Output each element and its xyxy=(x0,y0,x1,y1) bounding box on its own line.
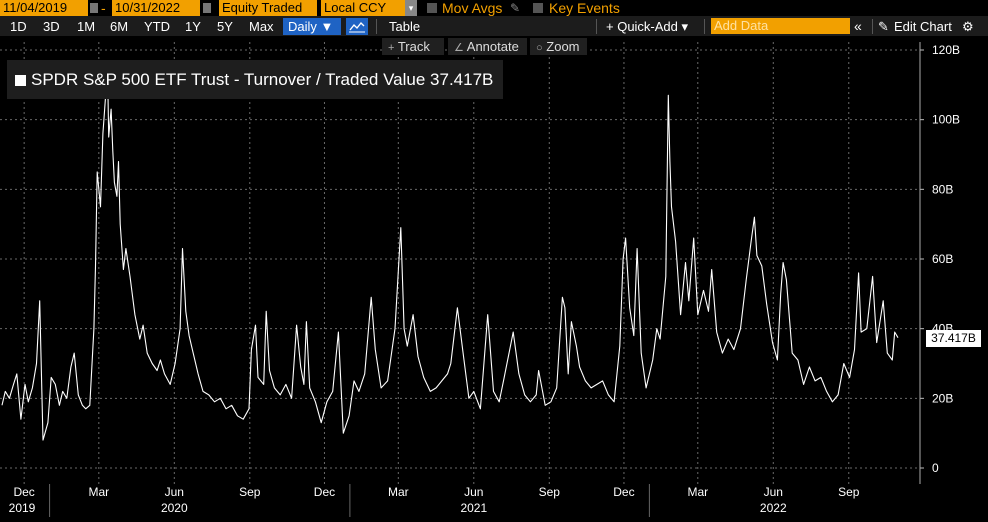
gear-icon[interactable]: ⚙ xyxy=(962,19,974,34)
x-tick-label: Mar xyxy=(88,485,109,499)
key-events-checkbox[interactable] xyxy=(533,3,543,13)
chart-title: SPDR S&P 500 ETF Trust - Turnover / Trad… xyxy=(31,70,494,89)
toolbar-divider xyxy=(872,19,873,34)
range-5y-button[interactable]: 5Y xyxy=(217,19,233,34)
x-tick-label: Jun xyxy=(165,485,184,499)
year-label: 2022 xyxy=(760,501,787,515)
edit-chart-button[interactable]: Edit Chart xyxy=(894,19,952,34)
y-tick-label: 100B xyxy=(932,113,960,127)
quick-add-button[interactable]: + Quick-Add ▾ xyxy=(606,19,689,34)
y-tick-label: 0 xyxy=(932,461,939,475)
annotate-label: Annotate xyxy=(466,39,519,54)
x-tick-label: Dec xyxy=(613,485,634,499)
range-1d-button[interactable]: 1D xyxy=(10,19,27,34)
range-toolbar: 1D 3D 1M 6M YTD 1Y 5Y Max Daily ▼ Table … xyxy=(0,16,988,36)
x-tick-label: Mar xyxy=(388,485,409,499)
x-tick-label: Sep xyxy=(838,485,860,499)
mov-avgs-label[interactable]: Mov Avgs xyxy=(442,0,503,16)
add-data-input[interactable]: Add Data xyxy=(711,18,850,34)
toolbar-divider xyxy=(704,19,705,34)
legend-swatch xyxy=(15,75,26,86)
edit-chart-pencil-icon[interactable]: ✎ xyxy=(878,19,889,34)
y-tick-label: 80B xyxy=(932,182,953,196)
annotate-icon: ∠ xyxy=(454,42,464,54)
x-tick-label: Sep xyxy=(539,485,561,499)
range-max-button[interactable]: Max xyxy=(249,19,274,34)
mov-avgs-checkbox[interactable] xyxy=(427,3,437,13)
currency-select[interactable]: Local CCY xyxy=(321,0,405,16)
calendar-start-icon[interactable] xyxy=(90,3,98,13)
pencil-icon[interactable]: ✎ xyxy=(510,1,521,15)
end-date-input[interactable]: 10/31/2022 xyxy=(112,0,200,16)
range-3d-button[interactable]: 3D xyxy=(43,19,60,34)
x-tick-label: Dec xyxy=(314,485,335,499)
zoom-tool[interactable]: ○ Zoom xyxy=(530,38,587,55)
annotate-tool[interactable]: ∠ Annotate xyxy=(448,38,527,55)
chart-legend[interactable]: SPDR S&P 500 ETF Trust - Turnover / Trad… xyxy=(7,60,504,99)
x-tick-label: Sep xyxy=(239,485,261,499)
y-tick-label: 60B xyxy=(932,252,953,266)
track-tool[interactable]: + Track xyxy=(382,38,444,55)
calendar-end-icon[interactable] xyxy=(203,3,211,13)
y-tick-label: 20B xyxy=(932,391,953,405)
x-tick-label: Jun xyxy=(464,485,483,499)
key-events-label[interactable]: Key Events xyxy=(549,0,620,16)
year-label: 2020 xyxy=(161,501,188,515)
range-1y-button[interactable]: 1Y xyxy=(185,19,201,34)
zoom-label: Zoom xyxy=(546,39,580,54)
x-tick-label: Mar xyxy=(687,485,708,499)
toolbar-divider xyxy=(596,19,597,34)
crosshair-icon: + xyxy=(388,42,395,54)
field-select[interactable]: Equity Traded xyxy=(219,0,317,16)
series-line xyxy=(1,84,899,441)
toolbar-top: 11/04/2019 - 10/31/2022 Equity Traded Lo… xyxy=(0,0,988,16)
chevron-down-icon[interactable]: ▾ xyxy=(405,0,417,16)
table-button[interactable]: Table xyxy=(389,19,421,34)
range-ytd-button[interactable]: YTD xyxy=(144,19,170,34)
year-label: 2021 xyxy=(460,501,487,515)
range-1m-button[interactable]: 1M xyxy=(77,19,96,34)
track-label: Track xyxy=(397,39,430,54)
last-value-tag: 37.417B xyxy=(926,330,981,347)
x-tick-label: Jun xyxy=(764,485,783,499)
range-6m-button[interactable]: 6M xyxy=(110,19,129,34)
y-tick-label: 120B xyxy=(932,43,960,57)
x-tick-label: Dec xyxy=(13,485,34,499)
collapse-icon[interactable]: « xyxy=(854,18,862,34)
frequency-select[interactable]: Daily ▼ xyxy=(283,18,341,35)
line-chart-icon[interactable] xyxy=(346,18,368,35)
start-date-input[interactable]: 11/04/2019 xyxy=(0,0,88,16)
toolbar-divider xyxy=(376,19,377,34)
zoom-icon: ○ xyxy=(536,42,543,54)
year-label: 2019 xyxy=(9,501,36,515)
